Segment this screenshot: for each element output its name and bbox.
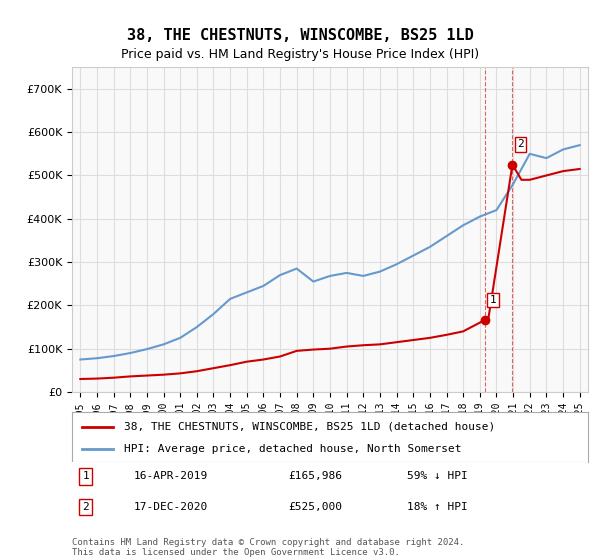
Text: £525,000: £525,000 [289, 502, 343, 512]
Text: Contains HM Land Registry data © Crown copyright and database right 2024.
This d: Contains HM Land Registry data © Crown c… [72, 538, 464, 557]
Text: 38, THE CHESTNUTS, WINSCOMBE, BS25 1LD: 38, THE CHESTNUTS, WINSCOMBE, BS25 1LD [127, 28, 473, 43]
Text: 17-DEC-2020: 17-DEC-2020 [134, 502, 208, 512]
Text: 38, THE CHESTNUTS, WINSCOMBE, BS25 1LD (detached house): 38, THE CHESTNUTS, WINSCOMBE, BS25 1LD (… [124, 422, 495, 432]
Text: 2: 2 [82, 502, 89, 512]
Text: 59% ↓ HPI: 59% ↓ HPI [407, 471, 468, 481]
Text: 16-APR-2019: 16-APR-2019 [134, 471, 208, 481]
Text: £165,986: £165,986 [289, 471, 343, 481]
Text: 1: 1 [490, 295, 496, 305]
Text: Price paid vs. HM Land Registry's House Price Index (HPI): Price paid vs. HM Land Registry's House … [121, 48, 479, 60]
Text: 1: 1 [82, 471, 89, 481]
Text: 2: 2 [517, 139, 524, 150]
Text: 18% ↑ HPI: 18% ↑ HPI [407, 502, 468, 512]
Text: HPI: Average price, detached house, North Somerset: HPI: Average price, detached house, Nort… [124, 445, 461, 454]
